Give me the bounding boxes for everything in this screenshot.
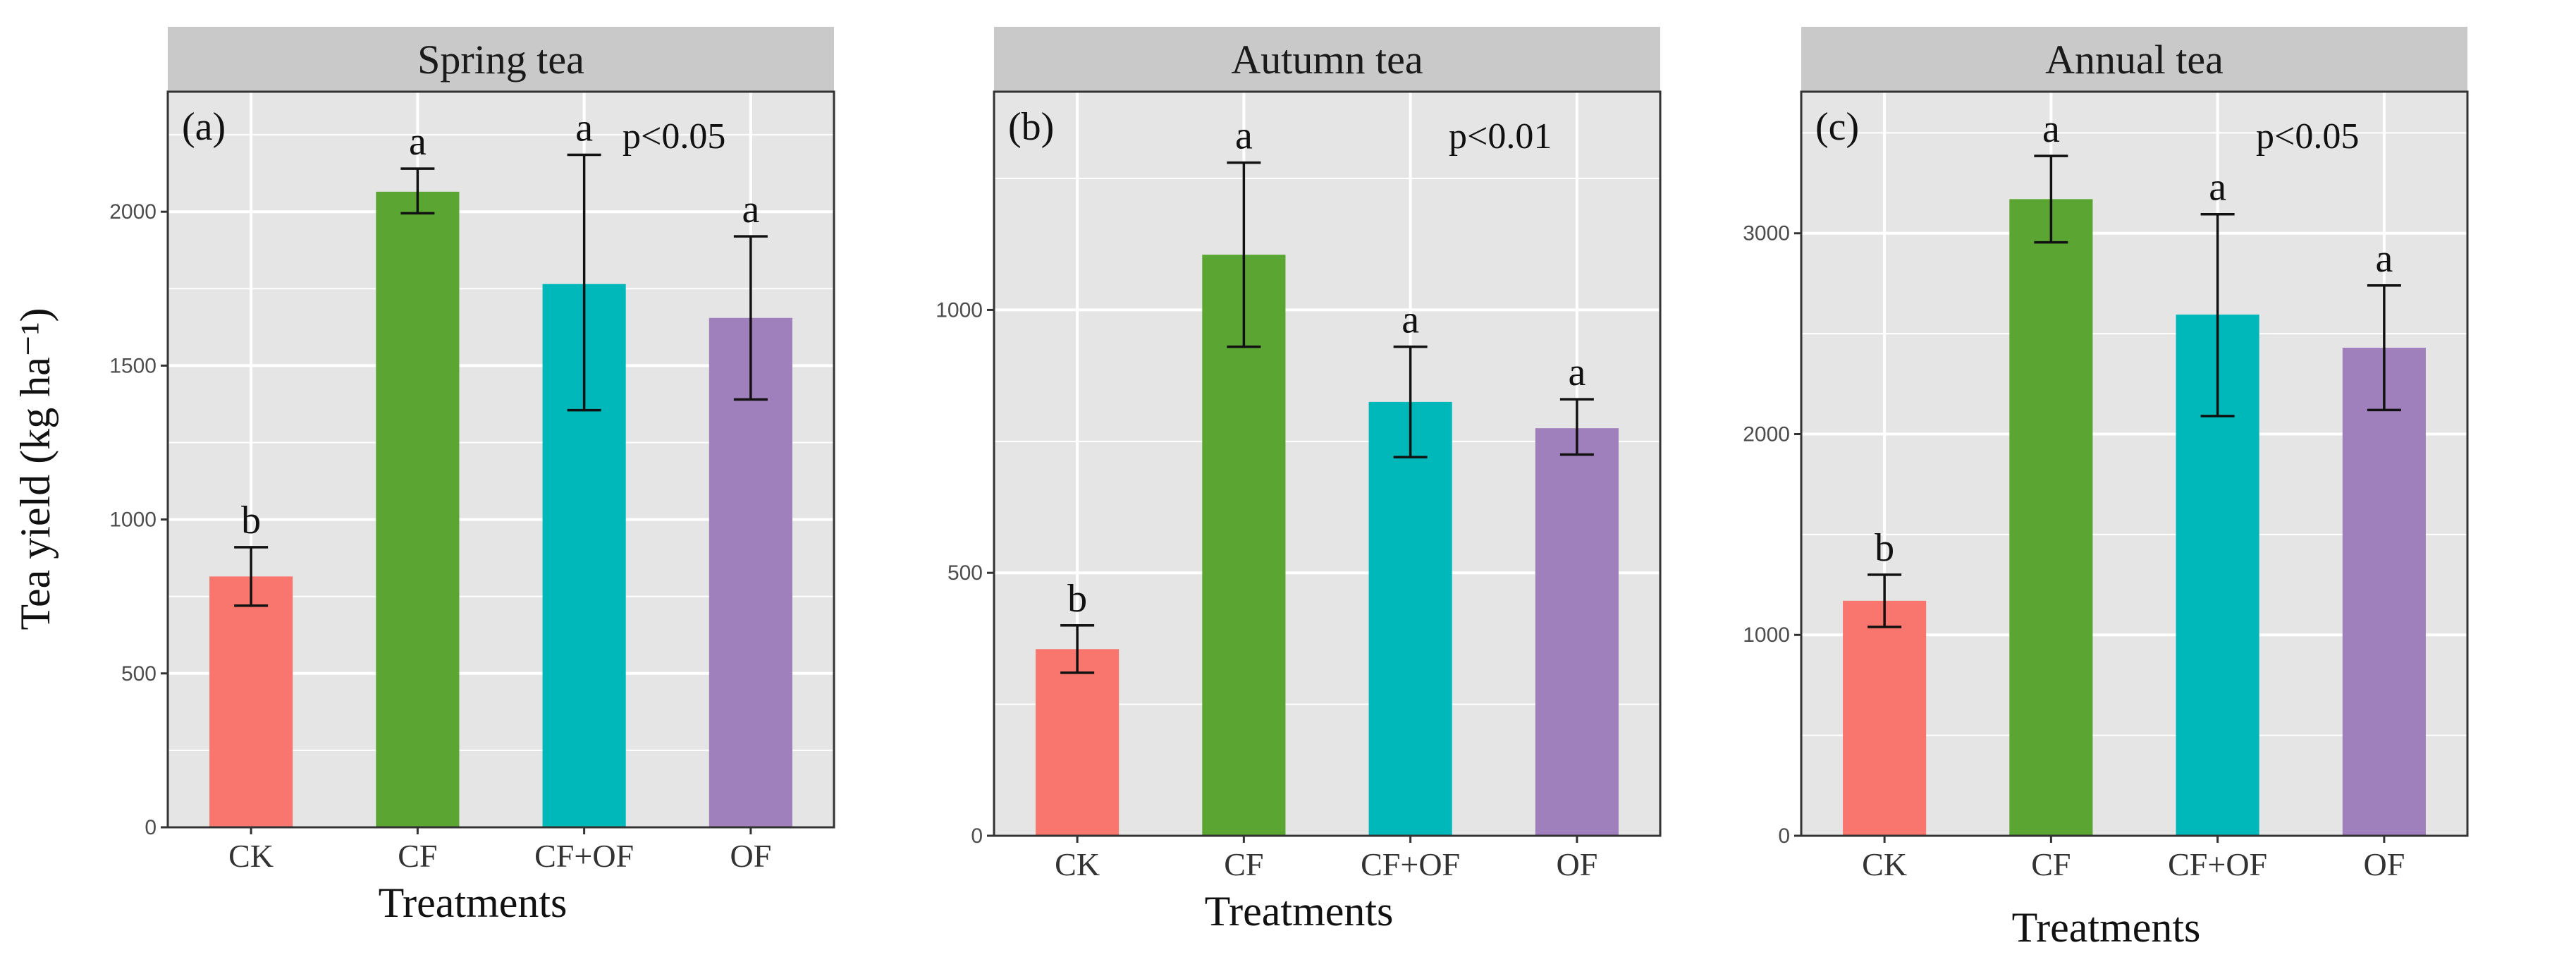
bar-ck: [1843, 600, 1927, 836]
x-axis-title: Treatments: [379, 879, 568, 926]
x-tick-label: CF: [1224, 846, 1263, 882]
significance-letter: b: [241, 499, 261, 542]
x-axis-title: Treatments: [1205, 888, 1394, 934]
x-axis-title: Treatments: [2012, 904, 2201, 951]
panel-border: [1800, 90, 2469, 837]
y-tick-label: 500: [121, 662, 157, 686]
facet-title: Spring tea: [417, 37, 584, 83]
bar-cf: [2009, 199, 2093, 836]
bar-of: [709, 317, 792, 827]
x-tick-label: OF: [1556, 846, 1597, 882]
x-tick-label: CF+OF: [2168, 846, 2267, 882]
y-tick-label: 0: [145, 816, 157, 839]
bar-cf: [1202, 255, 1286, 836]
panel-label: (b): [1008, 105, 1054, 149]
panel-border: [166, 90, 835, 829]
y-tick-label: 1500: [109, 354, 157, 377]
facet-title: Annual tea: [2045, 37, 2224, 83]
bar-of: [2342, 348, 2426, 836]
y-tick-label: 1000: [936, 298, 983, 322]
x-tick-label: CK: [228, 838, 274, 874]
x-tick-label: CF: [398, 838, 437, 874]
significance-letter: a: [409, 120, 427, 164]
significance-letter: a: [742, 188, 759, 231]
significance-letter: a: [2209, 166, 2226, 209]
y-tick-label: 500: [947, 561, 983, 585]
significance-letter: b: [1067, 577, 1087, 621]
facet-title: Autumn tea: [1231, 37, 1423, 83]
x-tick-label: CF+OF: [1361, 846, 1460, 882]
panel-label: (a): [182, 105, 226, 149]
y-tick-label: 1000: [109, 509, 157, 532]
p-value-annotation: p<0.01: [1449, 116, 1552, 157]
bar-ck: [1036, 649, 1120, 836]
significance-letter: a: [2375, 237, 2393, 281]
significance-letter: b: [1875, 526, 1894, 570]
x-tick-label: CF: [2031, 846, 2071, 882]
x-tick-label: CK: [1055, 846, 1100, 882]
facet-strip: [1801, 27, 2467, 92]
significance-letter: a: [575, 106, 593, 150]
y-tick-label: 3000: [1743, 222, 1790, 245]
bar-cf-of: [1368, 401, 1452, 836]
chart-panel-1: Spring tea 0 500 1000 1500 2000 b CK a CF a CF+OF a O…: [109, 27, 835, 926]
p-value-annotation: p<0.05: [622, 116, 725, 157]
x-tick-label: OF: [730, 838, 771, 874]
y-tick-label: 0: [971, 824, 983, 848]
y-tick-label: 2000: [109, 200, 157, 224]
facet-strip: [168, 27, 834, 92]
significance-letter: a: [2042, 107, 2060, 151]
x-tick-label: CF+OF: [534, 838, 634, 874]
y-tick-label: 0: [1778, 824, 1790, 848]
y-tick-label: 2000: [1743, 422, 1790, 446]
chart-panel-2: Autumn tea 0 500 1000 b CK a CF a CF+OF a OF (b) p<0.…: [936, 27, 1662, 934]
significance-letter: a: [1402, 298, 1419, 342]
panel-border: [993, 90, 1662, 837]
significance-letter: a: [1235, 114, 1253, 158]
facet-strip: [994, 27, 1660, 92]
y-axis-title: Tea yield (kg ha⁻¹): [12, 308, 59, 631]
significance-letter: a: [1568, 351, 1586, 394]
p-value-annotation: p<0.05: [2256, 116, 2359, 157]
bar-cf: [376, 191, 460, 827]
panel-label: (c): [1815, 105, 1859, 149]
x-tick-label: OF: [2363, 846, 2405, 882]
bar-ck: [209, 576, 293, 827]
y-tick-label: 1000: [1743, 623, 1790, 647]
bar-of: [1535, 428, 1619, 836]
x-tick-label: CK: [1862, 846, 1907, 882]
chart-panel-3: Annual tea 0 1000 2000 3000 b CK a CF a CF+OF a OF (c…: [1743, 27, 2469, 951]
